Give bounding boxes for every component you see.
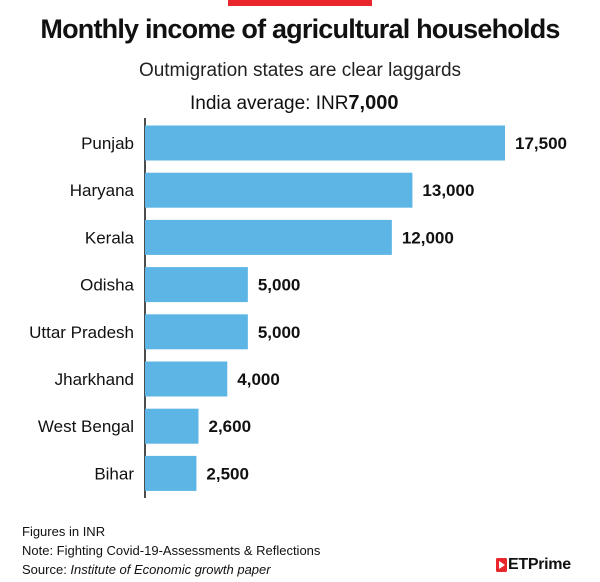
- category-label: Uttar Pradesh: [29, 323, 134, 342]
- play-triangle-icon: [496, 558, 507, 572]
- logo-text: ETPrime: [508, 556, 571, 573]
- value-label: 2,500: [206, 464, 249, 483]
- category-label: Kerala: [85, 228, 135, 247]
- value-label: 13,000: [422, 181, 474, 200]
- bar-punjab: [145, 125, 505, 161]
- value-label: 12,000: [402, 228, 454, 247]
- value-label: 5,000: [258, 276, 301, 295]
- india-average-value: 7,000: [348, 92, 399, 114]
- value-label: 17,500: [515, 134, 567, 153]
- top-accent-bar: [228, 0, 372, 6]
- india-average-label: India average: INR: [190, 93, 349, 114]
- bars-group: Punjab 17,500 Haryana 13,000 Kerala 12,000 Odi…: [29, 125, 567, 491]
- value-label: 2,600: [208, 417, 251, 436]
- category-label: Odisha: [80, 276, 134, 295]
- chart-title: Monthly income of agricultural household…: [40, 14, 560, 44]
- footer: Figures in INR Note: Fighting Covid-19-A…: [22, 522, 320, 579]
- bar-kerala: [145, 219, 392, 255]
- bar-bihar: [145, 455, 197, 491]
- category-label: Punjab: [81, 134, 134, 153]
- value-label: 5,000: [258, 323, 301, 342]
- etprime-logo: ETPrime: [496, 556, 571, 574]
- category-label: Haryana: [70, 181, 135, 200]
- source-note: Note: Fighting Covid-19-Assessments & Re…: [22, 543, 321, 558]
- source-line: Source: Institute of Economic growth pap…: [22, 560, 320, 579]
- source-text: Institute of Economic growth paper: [70, 562, 271, 577]
- category-label: Bihar: [94, 464, 134, 483]
- category-label: West Bengal: [38, 417, 134, 436]
- bar-west-bengal: [145, 408, 199, 444]
- bar-haryana: [145, 172, 413, 208]
- bar-uttar-pradesh: [145, 314, 248, 350]
- category-label: Jharkhand: [55, 370, 134, 389]
- chart-subtitle: Outmigration states are clear laggards: [138, 60, 462, 81]
- bar-jharkhand: [145, 361, 228, 397]
- source-label: Source:: [22, 562, 71, 577]
- india-average: India average: INR7,000: [190, 92, 398, 115]
- value-label: 4,000: [237, 370, 280, 389]
- bar-odisha: [145, 267, 248, 303]
- units-note: Figures in INR: [22, 524, 106, 539]
